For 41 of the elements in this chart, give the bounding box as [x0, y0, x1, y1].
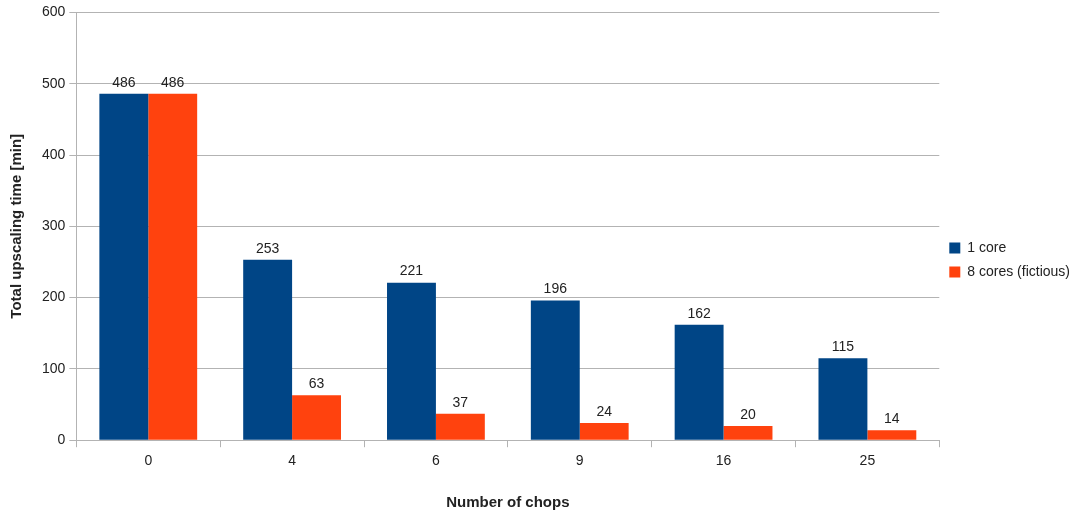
- legend-label: 8 cores (fictious): [967, 262, 1071, 279]
- data-label: 162: [687, 304, 712, 321]
- y-tick-label: 100: [42, 359, 66, 376]
- y-tick-label: 600: [42, 3, 66, 20]
- bar: [674, 324, 724, 440]
- bar: [99, 93, 149, 440]
- bar: [243, 259, 293, 440]
- data-label: 14: [884, 410, 900, 427]
- y-tick-label: 400: [42, 145, 66, 162]
- data-label: 115: [831, 338, 855, 355]
- bar: [530, 300, 580, 440]
- y-tick-label: 300: [42, 217, 66, 234]
- data-label: 486: [161, 73, 185, 90]
- bar: [867, 430, 917, 440]
- x-tick-label: 6: [432, 452, 441, 469]
- data-label: 24: [596, 402, 613, 419]
- bar: [148, 93, 198, 440]
- y-axis-title: Total upscaling time [min]: [7, 133, 25, 319]
- x-axis-title: Number of chops: [446, 493, 570, 511]
- data-label: 37: [452, 393, 469, 410]
- bar: [292, 395, 341, 440]
- x-tick-label: 9: [575, 452, 584, 469]
- y-tick-label: 500: [42, 74, 66, 91]
- bar: [723, 425, 773, 440]
- legend-label: 1 core: [967, 238, 1007, 255]
- data-label: 486: [112, 73, 136, 90]
- data-label: 196: [543, 280, 568, 297]
- bar: [818, 358, 868, 440]
- data-label: 20: [740, 405, 757, 422]
- x-tick-label: 25: [859, 452, 876, 469]
- data-label: 63: [308, 375, 325, 392]
- data-label: 253: [255, 239, 280, 256]
- data-label: 221: [399, 262, 424, 279]
- bar: [579, 423, 629, 440]
- x-tick-label: 16: [715, 452, 732, 469]
- y-tick-label: 200: [42, 288, 66, 305]
- x-tick-label: 0: [144, 452, 153, 469]
- x-tick-label: 4: [288, 452, 297, 469]
- y-tick-label: 0: [57, 431, 66, 448]
- bar: [435, 413, 485, 440]
- bar: [387, 282, 436, 440]
